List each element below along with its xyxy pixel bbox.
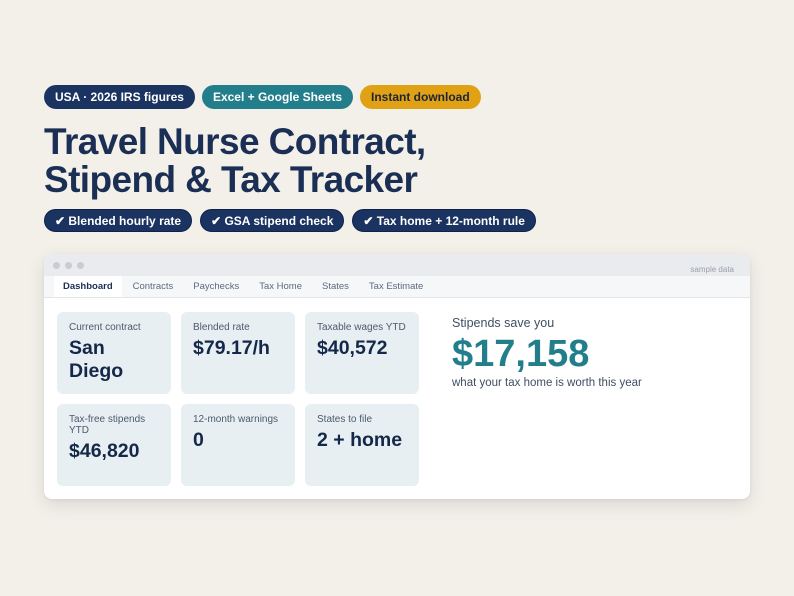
page-title: Travel Nurse Contract, Stipend & Tax Tra… — [44, 123, 426, 199]
card-12-month-warnings: 12-month warnings 0 — [181, 404, 295, 486]
card-taxable-wages: Taxable wages YTD $40,572 — [305, 312, 419, 394]
top-badges: USA · 2026 IRS figures Excel + Google Sh… — [44, 85, 481, 109]
card-label: Taxable wages YTD — [317, 322, 406, 333]
card-label: Tax-free stipends YTD — [69, 414, 146, 436]
feature-gsa-stipend: ✔ GSA stipend check — [200, 209, 345, 232]
card-blended-rate: Blended rate $79.17/h — [181, 312, 295, 394]
tab-contracts[interactable]: Contracts — [132, 281, 174, 292]
feature-badges: ✔ Blended hourly rate ✔ GSA stipend chec… — [44, 209, 536, 232]
kpi-cards: Current contract San Diego Blended rate … — [57, 312, 419, 486]
tab-dashboard[interactable]: Dashboard — [54, 276, 122, 297]
savings-amount: $17,158 — [452, 333, 590, 375]
card-value: San Diego — [69, 337, 124, 382]
title-line-1: Travel Nurse Contract, — [44, 121, 426, 162]
window-dot-1 — [53, 262, 60, 269]
window-dot-2 — [65, 262, 72, 269]
card-states-to-file: States to file 2 + home — [305, 404, 419, 486]
card-label: Current contract — [69, 322, 141, 333]
card-value: $40,572 — [317, 337, 388, 359]
app-window: sample data Dashboard Contracts Paycheck… — [44, 254, 750, 499]
window-titlebar: sample data — [44, 254, 750, 276]
card-value: $46,820 — [69, 440, 140, 462]
card-value: 0 — [193, 429, 204, 451]
card-label: States to file — [317, 414, 373, 425]
card-value: 2 + home — [317, 429, 403, 451]
window-dot-3 — [77, 262, 84, 269]
sheet-tabs: Dashboard Contracts Paychecks Tax Home S… — [44, 276, 750, 298]
stipend-savings-panel: Stipends save you $17,158 what your tax … — [452, 316, 642, 389]
tab-paychecks[interactable]: Paychecks — [193, 281, 240, 292]
tab-tax-estimate[interactable]: Tax Estimate — [368, 281, 424, 292]
feature-tax-home: ✔ Tax home + 12-month rule — [352, 209, 536, 232]
sample-data-label: sample data — [690, 265, 734, 274]
savings-label: Stipends save you — [452, 316, 555, 330]
feature-blended-rate: ✔ Blended hourly rate — [44, 209, 193, 232]
card-value: $79.17/h — [193, 337, 270, 359]
savings-subtitle: what your tax home is worth this year — [452, 377, 642, 389]
tab-tax-home[interactable]: Tax Home — [259, 281, 302, 292]
tab-states[interactable]: States — [321, 281, 349, 292]
card-label: 12-month warnings — [193, 414, 279, 425]
title-line-2: Stipend & Tax Tracker — [44, 159, 418, 200]
irs-figures-badge: USA · 2026 IRS figures — [44, 85, 195, 109]
card-current-contract: Current contract San Diego — [57, 312, 171, 394]
spreadsheet-format-badge: Excel + Google Sheets — [201, 85, 353, 109]
card-label: Blended rate — [193, 322, 250, 333]
instant-download-badge: Instant download — [360, 85, 481, 109]
card-tax-free-stipends: Tax-free stipends YTD $46,820 — [57, 404, 171, 486]
